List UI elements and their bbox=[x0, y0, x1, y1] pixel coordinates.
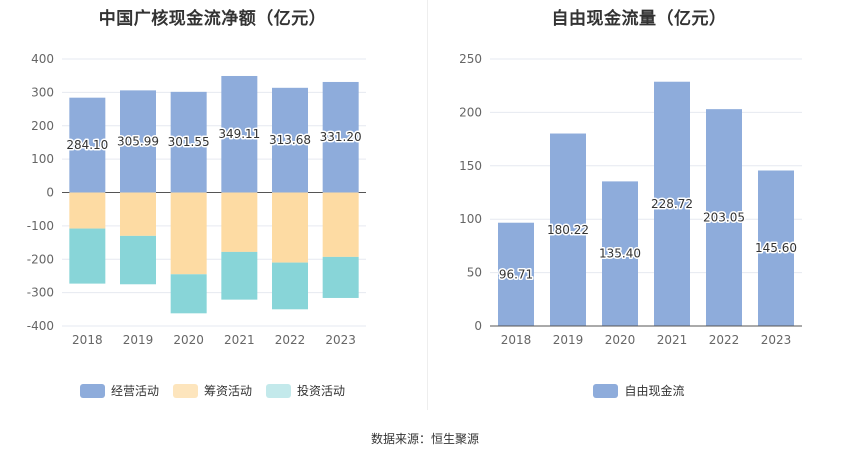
legend-swatch bbox=[593, 383, 619, 398]
legend-item-financing[interactable]: 筹资活动 bbox=[172, 382, 252, 399]
x-tick-label: 2019 bbox=[553, 333, 584, 347]
data-label: 313.68 bbox=[269, 133, 311, 147]
bar bbox=[654, 81, 690, 326]
legend-label: 自由现金流 bbox=[624, 384, 685, 398]
free-cash-flow-plot: 0 50 100 150 200 250 2018 2019 2020 2021 2022 2023 9… bbox=[459, 52, 802, 347]
bar bbox=[498, 222, 534, 326]
data-source: 数据来源：恒生聚源 bbox=[370, 432, 479, 446]
y-tick-label: -300 bbox=[27, 286, 54, 300]
x-tick-label: 2018 bbox=[72, 333, 103, 347]
bar bbox=[221, 192, 258, 252]
data-label: 331.20 bbox=[320, 130, 362, 144]
legend-swatch bbox=[172, 383, 198, 398]
bar bbox=[221, 251, 258, 300]
y-tick-label: 50 bbox=[467, 266, 482, 280]
y-tick-label: 250 bbox=[459, 52, 482, 66]
data-label: 135.40 bbox=[599, 247, 641, 261]
bar bbox=[120, 235, 156, 285]
legend-swatch bbox=[266, 383, 291, 398]
y-tick-label: 200 bbox=[459, 105, 482, 119]
panel-divider bbox=[427, 0, 428, 410]
y-tick-label: -400 bbox=[27, 319, 54, 333]
y-tick-label: 300 bbox=[31, 85, 54, 99]
legend: 自由现金流 bbox=[428, 382, 850, 399]
bar bbox=[758, 170, 794, 326]
y-tick-label: -100 bbox=[27, 219, 54, 233]
bar bbox=[69, 97, 106, 193]
legend-item-investing[interactable]: 投资活动 bbox=[266, 382, 345, 399]
y-tick-label: -200 bbox=[27, 252, 54, 266]
bar bbox=[550, 133, 586, 326]
x-tick-label: 2022 bbox=[709, 333, 740, 347]
data-label: 349.11 bbox=[218, 127, 260, 141]
legend-label: 经营活动 bbox=[110, 384, 159, 398]
x-tick-label: 2020 bbox=[605, 333, 636, 347]
x-tick-label: 2021 bbox=[224, 333, 255, 347]
y-tick-label: 150 bbox=[459, 159, 482, 173]
x-tick-label: 2023 bbox=[325, 333, 356, 347]
chart-title: 中国广核现金流净额（亿元） bbox=[98, 9, 327, 29]
bar bbox=[120, 90, 156, 193]
data-label: 180.22 bbox=[547, 223, 589, 237]
data-label: 301.55 bbox=[168, 135, 210, 149]
legend-item-free-cash-flow[interactable]: 自由现金流 bbox=[593, 382, 685, 399]
data-label: 96.71 bbox=[499, 267, 533, 281]
x-tick-label: 2019 bbox=[123, 333, 154, 347]
bar bbox=[120, 192, 156, 236]
data-label: 284.10 bbox=[66, 138, 108, 152]
y-tick-label: 100 bbox=[459, 212, 482, 226]
net-cash-flow-chart: 中国广核现金流净额（亿元） -400 -300 -200 -100 0 100 200 300… bbox=[0, 0, 425, 410]
bar bbox=[322, 81, 359, 193]
y-tick-label: 100 bbox=[31, 152, 54, 166]
y-tick-label: 400 bbox=[31, 52, 54, 66]
legend: 经营活动 筹资活动 投资活动 bbox=[0, 382, 425, 399]
x-tick-label: 2022 bbox=[275, 333, 306, 347]
bar bbox=[322, 256, 359, 298]
bar bbox=[272, 192, 308, 263]
data-label: 228.72 bbox=[651, 197, 693, 211]
y-tick-label: 0 bbox=[46, 186, 54, 200]
bar bbox=[170, 274, 207, 314]
legend-label: 筹资活动 bbox=[203, 384, 252, 398]
bar bbox=[69, 228, 106, 284]
legend-item-operating[interactable]: 经营活动 bbox=[79, 382, 159, 399]
data-label: 305.99 bbox=[117, 134, 159, 148]
bar bbox=[706, 109, 742, 326]
chart-title: 自由现金流量（亿元） bbox=[551, 9, 727, 29]
y-tick-label: 200 bbox=[31, 119, 54, 133]
net-cash-flow-plot: -400 -300 -200 -100 0 100 200 300 400 2018 2019 202… bbox=[27, 52, 366, 347]
bar bbox=[69, 192, 106, 229]
bar bbox=[221, 75, 258, 193]
x-tick-label: 2020 bbox=[173, 333, 204, 347]
legend-label: 投资活动 bbox=[297, 384, 346, 398]
y-tick-label: 0 bbox=[474, 319, 482, 333]
data-label: 145.60 bbox=[755, 241, 797, 255]
bar bbox=[322, 192, 359, 257]
x-tick-label: 2018 bbox=[501, 333, 532, 347]
legend-swatch bbox=[79, 383, 105, 398]
data-label: 203.05 bbox=[703, 211, 745, 225]
bar bbox=[272, 87, 308, 193]
bar bbox=[170, 91, 207, 193]
free-cash-flow-chart: 自由现金流量（亿元） 0 50 100 150 200 250 2018 2019 2020 20… bbox=[428, 0, 850, 410]
bar bbox=[272, 262, 308, 310]
bar bbox=[602, 181, 638, 326]
x-tick-label: 2023 bbox=[761, 333, 792, 347]
bar bbox=[170, 192, 207, 275]
x-tick-label: 2021 bbox=[657, 333, 688, 347]
